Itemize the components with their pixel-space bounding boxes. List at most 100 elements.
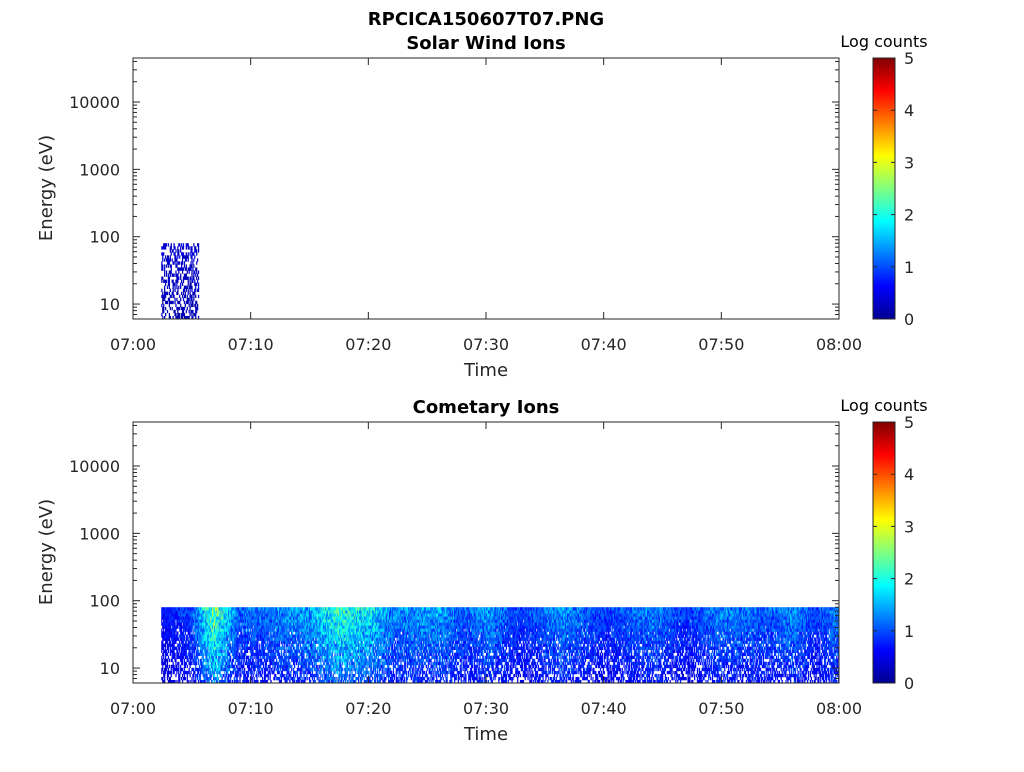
spectrogram-cell: [336, 662, 337, 665]
spectrogram-cell: [235, 668, 236, 671]
spectrogram-cell: [274, 668, 275, 671]
spectrogram-cell: [189, 671, 190, 674]
spectrogram-cell: [198, 289, 199, 292]
spectrogram-cell: [185, 295, 186, 298]
spectrogram-cell: [204, 671, 205, 674]
spectrogram-cell: [262, 677, 263, 680]
spectrogram-cell: [165, 255, 166, 258]
spectrogram-cell: [178, 665, 179, 668]
spectrogram-cell: [186, 258, 187, 261]
spectrogram-cell: [273, 671, 274, 674]
spectrogram-cell: [351, 671, 352, 674]
spectrogram-cell: [192, 261, 193, 264]
spectrogram-cell: [181, 628, 182, 631]
spectrogram-cell: [286, 628, 287, 631]
spectrogram-cell: [358, 677, 359, 680]
spectrogram-cell: [191, 286, 192, 289]
spectrogram-cell: [198, 277, 199, 280]
spectrogram-cell: [224, 671, 225, 674]
spectrogram-cell: [230, 644, 231, 647]
spectrogram-cell: [305, 677, 306, 680]
spectrogram-cell: [192, 304, 193, 307]
y-tick-label: 100: [89, 228, 120, 247]
spectrogram-cell: [293, 644, 294, 647]
spectrogram-cell: [317, 671, 318, 674]
spectrogram-cell: [170, 625, 171, 628]
spectrogram-cell: [358, 656, 359, 659]
spectrogram-cell: [268, 677, 269, 680]
spectrogram-cell: [229, 641, 230, 644]
spectrogram-cell: [176, 298, 177, 301]
spectrogram-cell: [242, 668, 243, 671]
spectrogram-cell: [193, 631, 194, 634]
spectrogram-cell: [333, 650, 334, 653]
spectrogram-cell: [291, 668, 292, 671]
spectrogram-cell: [165, 246, 166, 249]
x-tick-label: 07:30: [463, 335, 509, 354]
spectrogram-cell: [176, 283, 177, 286]
spectrogram-cell: [191, 249, 192, 252]
spectrogram-cell: [347, 662, 348, 665]
spectrogram-cell: [174, 286, 175, 289]
spectrogram-cell: [165, 644, 166, 647]
y-tick-label: 10000: [69, 93, 120, 112]
spectrogram-cell: [185, 677, 186, 680]
spectrogram-cell: [357, 653, 358, 656]
spectrogram-cell: [197, 274, 198, 277]
spectrogram-cell: [180, 283, 181, 286]
spectrogram-cell: [318, 677, 319, 680]
colorbar-tick-label: 3: [904, 153, 914, 172]
spectrogram-cell: [269, 668, 270, 671]
spectrogram-cell: [315, 647, 316, 650]
spectrogram-cell: [162, 258, 163, 261]
spectrogram-cell: [179, 307, 180, 310]
spectrogram-cell: [320, 659, 321, 662]
spectrogram-cell: [253, 677, 254, 680]
spectrogram-cell: [186, 264, 187, 267]
spectrogram-cell: [171, 674, 172, 677]
spectrogram-cell: [170, 274, 171, 277]
spectrogram-cell: [187, 635, 188, 638]
spectrogram-cell: [351, 668, 352, 671]
spectrogram-cell: [220, 656, 221, 659]
spectrogram-cell: [177, 631, 178, 634]
spectrogram-cell: [239, 622, 240, 625]
spectrogram-cell: [195, 647, 196, 650]
spectrogram-cell: [178, 277, 179, 280]
spectrogram-cell: [183, 280, 184, 283]
spectrogram-cell: [337, 653, 338, 656]
spectrogram-cell: [258, 674, 259, 677]
spectrogram-cell: [247, 644, 248, 647]
spectrogram-cell: [195, 289, 196, 292]
spectrogram-cell: [242, 644, 243, 647]
spectrogram-cell: [189, 246, 190, 249]
spectrogram-cell: [196, 662, 197, 665]
spectrogram-cell: [173, 662, 174, 665]
spectrogram-cell: [167, 292, 168, 295]
spectrogram-cell: [303, 641, 304, 644]
spectrogram-cell: [165, 307, 166, 310]
spectrogram-cell: [280, 668, 281, 671]
spectrogram-cell: [180, 304, 181, 307]
spectrogram-cell: [182, 261, 183, 264]
spectrogram-cell: [229, 653, 230, 656]
spectrogram-cell: [197, 656, 198, 659]
spectrogram-cell: [264, 650, 265, 653]
spectrogram-cell: [170, 249, 171, 252]
spectrogram-cell: [191, 289, 192, 292]
spectrogram-cell: [181, 243, 182, 246]
spectrogram-cell: [342, 677, 343, 680]
spectrogram-cell: [185, 665, 186, 668]
spectrogram-cell: [164, 258, 165, 261]
spectrogram-cell: [225, 677, 226, 680]
spectrogram-cell: [340, 662, 341, 665]
spectrogram-cell: [275, 653, 276, 656]
spectrogram-cell: [187, 665, 188, 668]
spectrogram-cell: [194, 653, 195, 656]
spectrogram-cell: [340, 656, 341, 659]
spectrogram-cell: [234, 677, 235, 680]
spectrogram-cell: [166, 668, 167, 671]
spectrogram-cell: [334, 671, 335, 674]
